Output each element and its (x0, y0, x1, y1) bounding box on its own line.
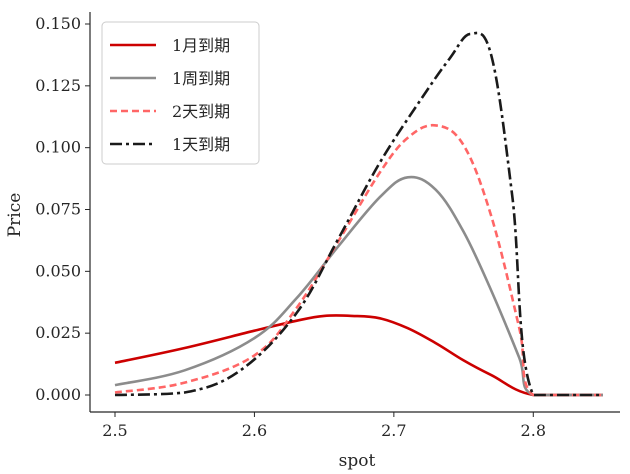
series-layer (114, 31, 603, 397)
series-line-1 (114, 314, 603, 397)
legend-label-2: 1周到期 (172, 69, 230, 88)
y-tick-label: 0.050 (35, 261, 81, 280)
legend-label-3: 2天到期 (172, 102, 230, 121)
y-tick-label: 0.125 (35, 76, 81, 95)
y-tick-label: 0.000 (35, 385, 81, 404)
legend-label-4: 1天到期 (172, 135, 230, 154)
axes: 2.5 2.6 2.7 2.8 0.000 0.025 0.050 0.075 0.100 0.1… (35, 12, 620, 440)
y-tick-label: 0.075 (35, 200, 81, 219)
series-line-2 (114, 175, 603, 397)
legend-box (101, 21, 260, 165)
y-tick-label: 0.025 (35, 323, 81, 342)
x-tick-label: 2.7 (381, 421, 406, 440)
x-tick-label: 2.8 (521, 421, 546, 440)
legend-label-1: 1月到期 (172, 36, 230, 55)
legend: 1月到期 1周到期 2天到期 1天到期 (101, 21, 260, 165)
x-tick-label: 2.5 (102, 421, 127, 440)
y-tick-label: 0.150 (35, 14, 81, 33)
y-tick-label: 0.100 (35, 138, 81, 157)
series-line-4 (114, 31, 603, 397)
y-axis-label: Price (5, 193, 25, 238)
x-axis-label: spot (339, 451, 376, 471)
series-line-3 (114, 123, 603, 397)
x-tick-label: 2.6 (242, 421, 267, 440)
